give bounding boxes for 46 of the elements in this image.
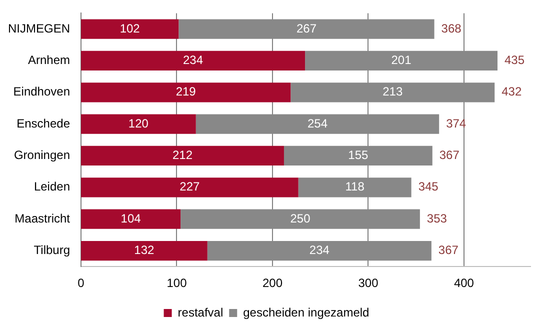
x-tick-label: 400 <box>454 276 474 290</box>
bar <box>81 19 179 39</box>
data-label: 118 <box>345 180 365 194</box>
y-tick-label: Groningen <box>14 148 70 162</box>
data-label: 102 <box>120 21 140 36</box>
data-label: 234 <box>309 243 330 258</box>
bar <box>81 50 306 71</box>
total-label: 432 <box>502 84 522 99</box>
data-label: 155 <box>348 148 369 162</box>
y-tick-label: Eindhoven <box>13 84 70 99</box>
y-tick-label: Arnhem <box>28 53 70 68</box>
data-label: 234 <box>183 53 204 68</box>
total-label: 368 <box>441 21 462 36</box>
data-label: 120 <box>128 116 149 130</box>
x-tick-label: 300 <box>358 276 379 290</box>
legend-label: gescheiden ingezameld <box>243 305 370 320</box>
data-label: 254 <box>307 116 328 130</box>
y-tick-label: Enschede <box>16 116 70 130</box>
y-tick-label: Leiden <box>34 180 70 194</box>
x-tick-label: 100 <box>166 276 188 290</box>
total-label: 367 <box>438 243 459 258</box>
bar <box>81 82 291 102</box>
bar <box>81 178 298 198</box>
total-label: 435 <box>504 53 525 68</box>
y-tick-label: NIJMEGEN <box>8 21 70 36</box>
data-label: 104 <box>120 211 142 226</box>
total-label: 367 <box>439 148 460 162</box>
bar <box>81 114 196 134</box>
legend-label: restafval <box>178 305 224 320</box>
x-tick-label: 0 <box>78 276 85 290</box>
data-label: 201 <box>391 53 412 68</box>
bar <box>81 146 284 166</box>
data-label: 267 <box>296 21 317 36</box>
data-label: 250 <box>290 211 311 226</box>
bar <box>81 240 208 261</box>
data-label: 212 <box>172 148 193 162</box>
x-tick-label: 200 <box>262 276 283 290</box>
data-label: 132 <box>134 243 155 258</box>
data-label: 219 <box>176 84 196 99</box>
total-label: 353 <box>426 211 448 226</box>
total-label: 345 <box>418 180 439 194</box>
bar <box>81 209 181 229</box>
data-label: 227 <box>180 180 200 194</box>
y-tick-label: Maastricht <box>14 211 71 226</box>
y-tick-label: Tilburg <box>34 243 70 258</box>
data-label: 213 <box>382 84 403 99</box>
